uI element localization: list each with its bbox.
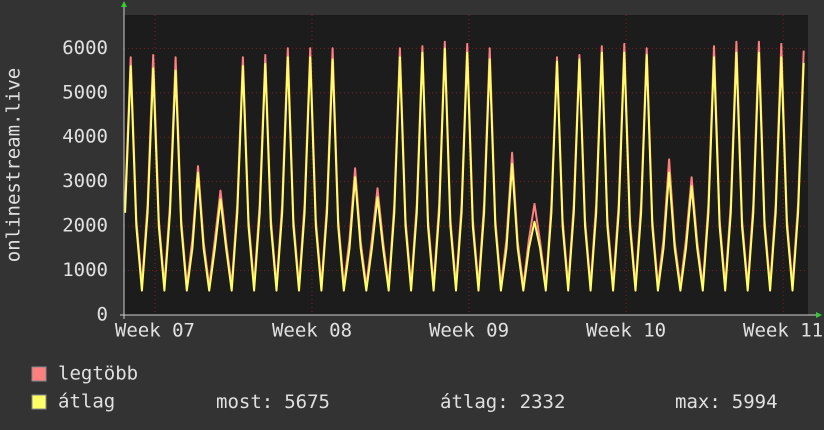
y-tick-label: 0	[97, 304, 108, 326]
x-tick-label: Week 10	[586, 320, 666, 342]
y-tick-label: 2000	[62, 215, 108, 237]
legend-label: legtöbb	[58, 363, 138, 385]
stat-label: max:	[675, 391, 721, 413]
legend-stat: max: 5994	[675, 391, 778, 413]
x-tick-label: Week 07	[115, 320, 195, 342]
y-axis-label: onlinestream.live	[3, 68, 25, 262]
legend-label: átlag	[58, 391, 115, 413]
stat-value: 5675	[284, 391, 330, 413]
legend-stat: most: 5675	[216, 391, 330, 413]
y-tick-label: 5000	[62, 81, 108, 103]
y-tick-label: 6000	[62, 37, 108, 59]
legend-swatch	[31, 366, 47, 382]
legend-stat: átlag: 2332	[440, 391, 565, 413]
stat-value: 2332	[520, 391, 566, 413]
axis-arrow	[121, 1, 127, 7]
stat-label: átlag:	[440, 391, 509, 413]
axis-arrow	[816, 312, 822, 318]
x-tick-label: Week 08	[272, 320, 352, 342]
stat-label: most:	[216, 391, 273, 413]
y-tick-label: 4000	[62, 126, 108, 148]
legend-swatch	[31, 394, 47, 410]
stat-value: 5994	[732, 391, 778, 413]
y-tick-label: 3000	[62, 170, 108, 192]
series-line	[124, 47, 805, 292]
y-tick-label: 1000	[62, 259, 108, 281]
x-tick-label: Week 09	[429, 320, 509, 342]
x-tick-label: Week 11	[743, 320, 823, 342]
